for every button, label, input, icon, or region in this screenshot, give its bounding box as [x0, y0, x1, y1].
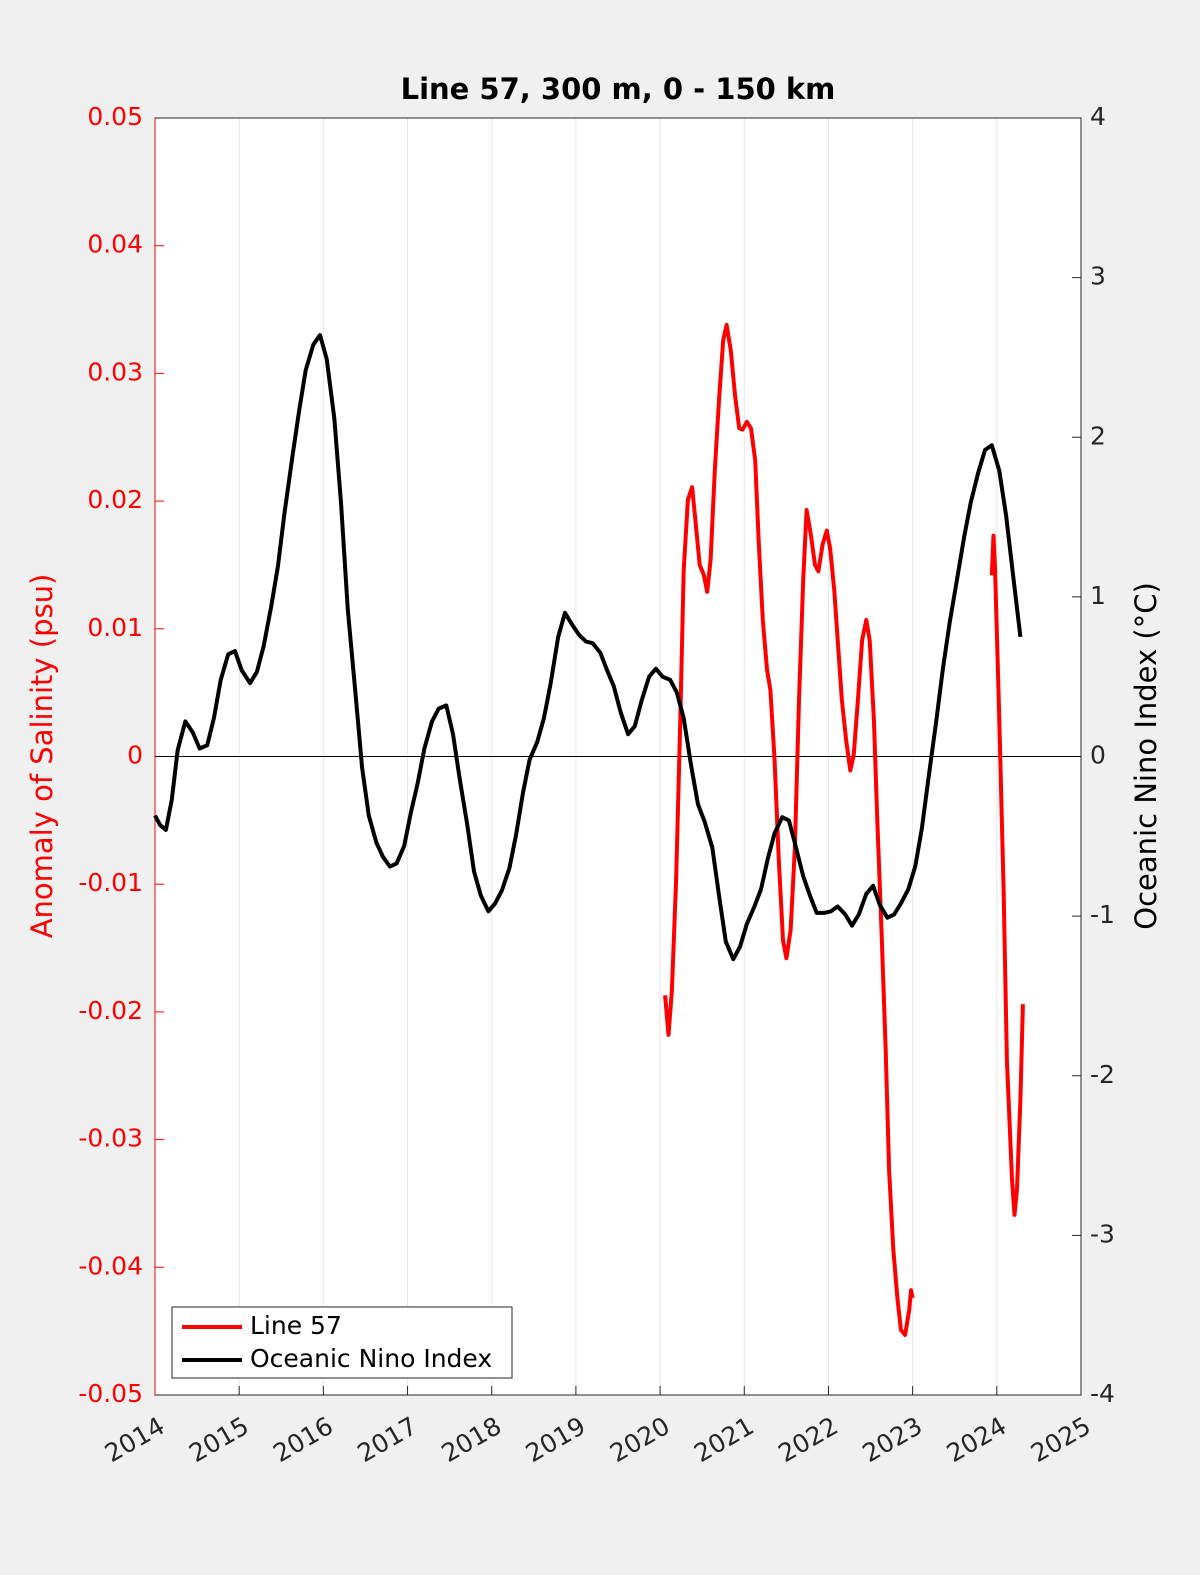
x-tick-label: 2021 — [689, 1411, 759, 1468]
x-tick-label: 2015 — [184, 1411, 254, 1468]
y2-tick-label: 0 — [1090, 741, 1106, 770]
x-tick-label: 2014 — [100, 1411, 170, 1468]
legend-box — [171, 1306, 513, 1379]
x-tick-label: 2017 — [352, 1411, 422, 1468]
x-tick-label: 2022 — [773, 1411, 843, 1468]
y-tick-label: 0.05 — [87, 102, 143, 131]
x-tick-label: 2023 — [858, 1411, 928, 1468]
y2-tick-label: -4 — [1090, 1379, 1115, 1408]
y-tick-label: -0.01 — [78, 868, 143, 897]
y2-tick-label: -1 — [1090, 900, 1115, 929]
y2-tick-label: -2 — [1090, 1060, 1115, 1089]
y-tick-label: -0.02 — [78, 996, 143, 1025]
y-tick-label: 0.03 — [87, 357, 143, 386]
x-tick-label: 2020 — [605, 1411, 675, 1468]
y-tick-label: 0 — [127, 741, 143, 770]
legend: Line 57 Oceanic Nino Index — [171, 1306, 513, 1379]
x-tick-label: 2025 — [1026, 1411, 1096, 1468]
y2-tick-label: 1 — [1090, 581, 1106, 610]
y2-tick-label: 3 — [1090, 262, 1106, 291]
y2-tick-label: -3 — [1090, 1219, 1115, 1248]
y-tick-label: 0.02 — [87, 485, 143, 514]
x-tick-label: 2019 — [521, 1411, 591, 1468]
x-tick-label: 2018 — [437, 1411, 507, 1468]
chart-title: Line 57, 300 m, 0 - 150 km — [401, 72, 836, 106]
y-tick-label: 0.04 — [87, 230, 143, 259]
y-tick-label: 0.01 — [87, 613, 143, 642]
y2-tick-label: 4 — [1090, 102, 1106, 131]
y-tick-label: -0.05 — [78, 1379, 143, 1408]
y-tick-label: -0.04 — [78, 1251, 143, 1280]
series-line — [153, 333, 1023, 962]
legend-label: Oceanic Nino Index — [250, 1344, 492, 1373]
legend-label: Line 57 — [250, 1311, 342, 1340]
series-line — [663, 322, 1025, 1337]
y-tick-label: -0.03 — [78, 1124, 143, 1153]
y2-axis-label: Oceanic Nino Index (°C) — [1129, 582, 1163, 930]
x-tick-label: 2016 — [268, 1411, 338, 1468]
x-tick-label: 2024 — [942, 1411, 1012, 1468]
y-axis-label: Anomaly of Salinity (psu) — [25, 574, 59, 939]
y2-tick-label: 2 — [1090, 421, 1106, 450]
